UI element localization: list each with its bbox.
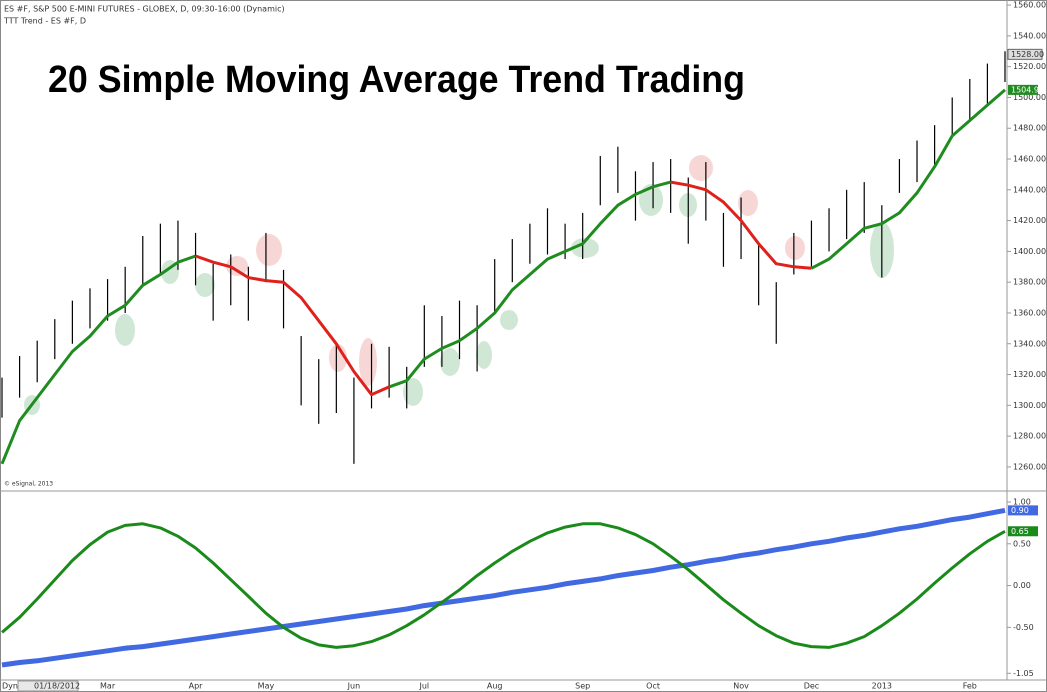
annotation: TTT Trend - ES #F, D <box>3 17 86 26</box>
chart-subtitle: ES #F, S&P 500 E-MINI FUTURES - GLOBEX, … <box>4 5 285 14</box>
x-tick-label: Mar <box>100 682 116 691</box>
highlight <box>689 155 713 181</box>
highlight <box>440 348 460 376</box>
y-tick-label: 1520.00 <box>1013 62 1046 71</box>
x-tick-label: Jul <box>418 682 429 691</box>
y-tick-label: 1460.00 <box>1013 155 1046 164</box>
highlight <box>785 236 805 260</box>
x-tick-label: Oct <box>646 682 660 691</box>
x-tick-label: May <box>258 682 275 691</box>
y-tick-label: 1.00 <box>1013 498 1031 507</box>
y-tick-label: 1320.00 <box>1013 370 1046 379</box>
x-tick-label: Feb <box>963 682 977 691</box>
line-series <box>0 88 1006 465</box>
highlight <box>256 234 282 266</box>
y-tick-label: 1380.00 <box>1013 278 1046 287</box>
x-tick-label: 2013 <box>872 682 892 691</box>
y-tick-label: 0.00 <box>1013 581 1031 590</box>
value-label-box <box>1008 84 1038 95</box>
highlight <box>226 256 248 276</box>
line-series <box>1 522 1006 649</box>
highlight <box>195 273 215 297</box>
y-tick-label: 1340.00 <box>1013 339 1046 348</box>
value-label-box <box>1008 505 1038 516</box>
highlight <box>115 314 135 346</box>
date-box <box>17 680 79 692</box>
y-tick-label: 1400.00 <box>1013 247 1046 256</box>
x-tick-label: Dec <box>804 682 819 691</box>
highlight <box>500 310 518 330</box>
y-tick-label: 1300.00 <box>1013 401 1046 410</box>
y-tick-label: 0.50 <box>1013 539 1031 548</box>
last-price-box <box>1007 48 1043 60</box>
highlight <box>359 338 377 386</box>
highlight <box>738 190 758 216</box>
y-tick-label: 1500.00 <box>1013 93 1046 102</box>
line-series <box>1 507 1006 668</box>
y-tick-label: -1.05 <box>1013 669 1034 678</box>
y-tick-label: 1360.00 <box>1013 308 1046 317</box>
x-tick-label: Sep <box>575 682 590 691</box>
y-tick-label: 1260.00 <box>1013 462 1046 471</box>
x-tick-label: Jun <box>347 682 361 691</box>
annotation: Dyn <box>2 682 18 691</box>
y-tick-label: 1480.00 <box>1013 124 1046 133</box>
annotation: © eSignal, 2013 <box>4 481 53 488</box>
y-tick-label: 1280.00 <box>1013 432 1046 441</box>
y-tick-label: 1540.00 <box>1013 31 1046 40</box>
y-tick-label: 1560.00 <box>1013 1 1046 10</box>
y-tick-label: 1440.00 <box>1013 185 1046 194</box>
x-tick-label: 01/18/2012 <box>34 682 80 691</box>
x-tick-label: Aug <box>487 682 503 691</box>
y-tick-label: -0.50 <box>1013 623 1034 632</box>
highlight <box>403 378 423 406</box>
value-label-box <box>1008 526 1038 537</box>
x-tick-label: Nov <box>733 682 749 691</box>
value-label: 1504.93 <box>1011 85 1044 94</box>
highlight <box>571 238 599 258</box>
value-label: 0.65 <box>1011 527 1029 536</box>
value-label: 0.90 <box>1011 506 1029 515</box>
chart-title: 20 Simple Moving Average Trend Trading <box>48 59 745 101</box>
highlight <box>639 184 663 216</box>
x-tick-label: Apr <box>189 682 204 691</box>
y-tick-label: 1420.00 <box>1013 216 1046 225</box>
highlight <box>476 341 492 369</box>
last-price-label: 1528.00 <box>1011 50 1044 59</box>
line-series <box>195 180 812 397</box>
